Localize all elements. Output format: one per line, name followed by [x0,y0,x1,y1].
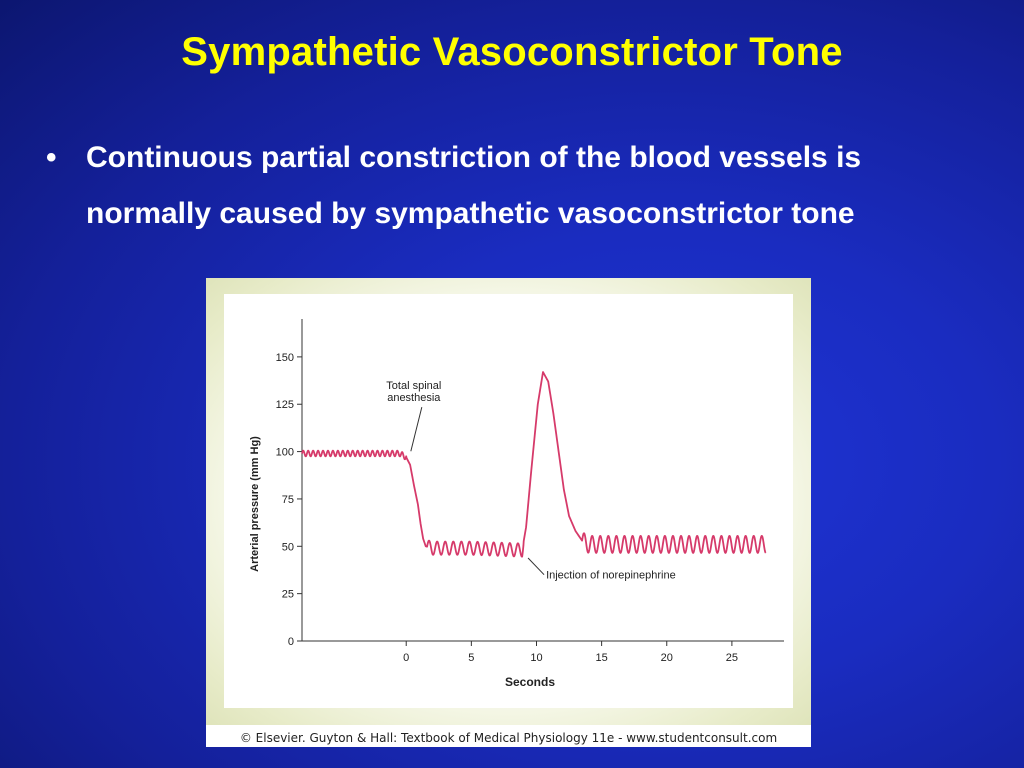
annotation-spinal-anesthesia: anesthesia [387,392,441,404]
y-tick-label: 150 [276,352,294,364]
y-tick-label: 75 [282,494,294,506]
bullet-marker: • [46,141,57,174]
figure-frame: 0 25 50 75 100 125 150 0 5 10 15 20 25 Total spinal a… [206,278,811,725]
annotation-spinal-anesthesia: Total spinal [386,380,441,392]
y-tick-label: 50 [282,541,294,553]
slide-title: Sympathetic Vasoconstrictor Tone [181,30,843,74]
x-tick-label: 25 [726,652,738,664]
annotation-leader-line [527,557,545,576]
figure: 0 25 50 75 100 125 150 0 5 10 15 20 25 Total spinal a… [206,278,811,747]
x-axis-label: Seconds [505,675,555,689]
bullet-text: Continuous partial constriction of the b… [86,141,862,230]
arterial-pressure-chart: 0 25 50 75 100 125 150 0 5 10 15 20 25 Total spinala… [249,319,784,689]
x-tick-label: 15 [595,652,607,664]
x-tick-label: 0 [403,652,409,664]
arterial-pressure-line [301,371,767,558]
x-tick-label: 10 [530,652,542,664]
y-tick-label: 0 [288,636,294,648]
chart-ticks: 0 25 50 75 100 125 150 0 5 10 15 20 25 [276,352,738,664]
x-tick-label: 20 [661,652,673,664]
figure-credit: © Elsevier. Guyton & Hall: Textbook of M… [239,731,778,745]
annotation-norepinephrine: Injection of norepinephrine [546,569,676,581]
chart-trace [301,371,767,558]
annotation-leader-line [410,406,423,452]
y-axis-label: Arterial pressure (mm Hg) [249,436,261,572]
y-tick-label: 125 [276,399,294,411]
y-tick-label: 100 [276,447,294,459]
figure-panel: 0 25 50 75 100 125 150 0 5 10 15 20 25 Total spinal a… [224,294,793,708]
x-tick-label: 5 [468,652,474,664]
chart-axes [301,319,784,642]
y-tick-label: 25 [282,589,294,601]
